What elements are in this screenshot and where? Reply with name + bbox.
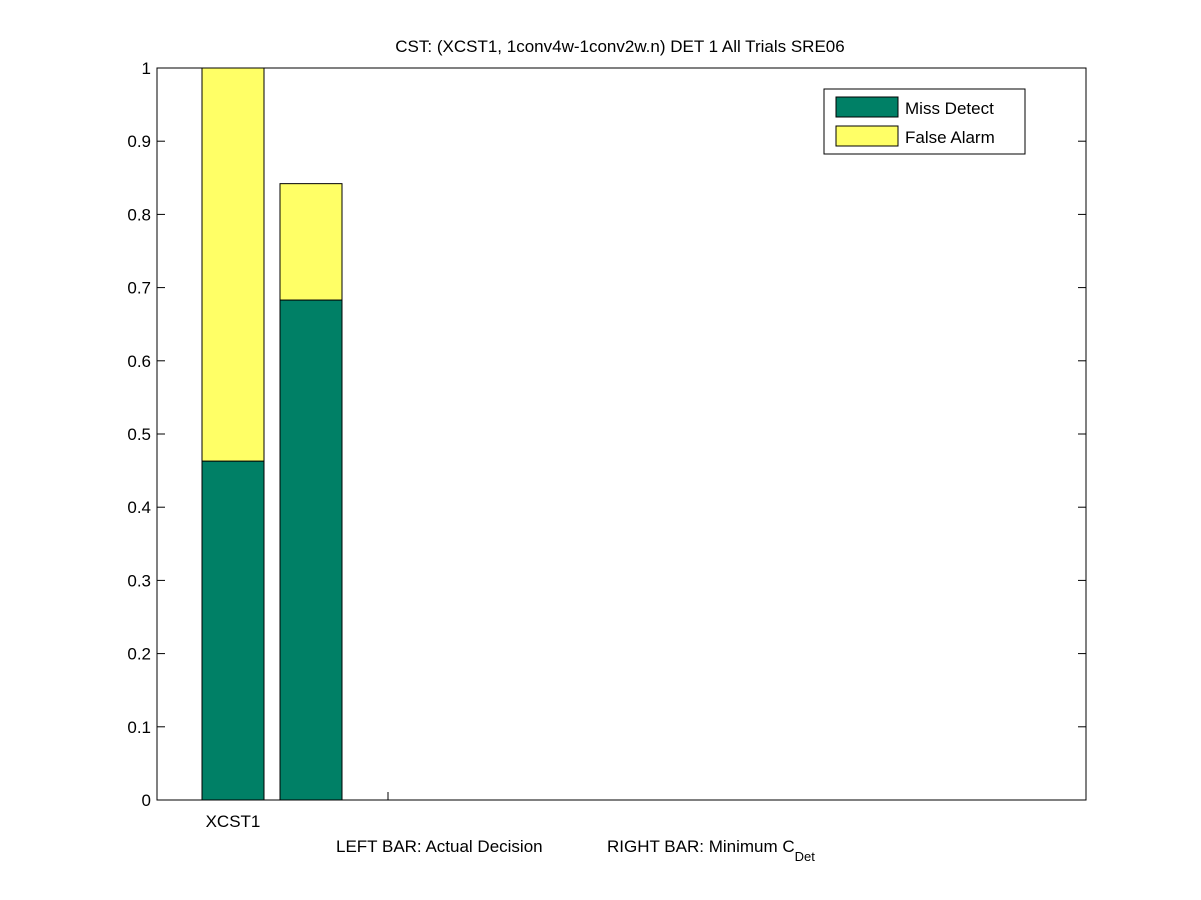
- y-tick-label: 0.2: [127, 645, 151, 664]
- bar-0-false-alarm: [201, 67, 265, 462]
- x-axis-label-right-subscript: Det: [795, 849, 816, 864]
- legend-swatch-false-alarm: [835, 125, 899, 147]
- y-tick-label: 0: [142, 791, 151, 810]
- y-tick-label: 0.8: [127, 205, 151, 224]
- y-tick-label: 0.5: [127, 425, 151, 444]
- bar-1-miss-detect: [279, 299, 343, 801]
- legend-label-false-alarm: False Alarm: [905, 128, 995, 147]
- y-tick-label: 0.7: [127, 279, 151, 298]
- x-axis-label-right: RIGHT BAR: Minimum CDet: [607, 837, 815, 864]
- y-axis: 0 0.1 0.2 0.3 0.4 0.5 0.6 0.7 0.8 0.9 1: [127, 59, 1086, 810]
- y-tick-label: 1: [142, 59, 151, 78]
- chart-title: CST: (XCST1, 1conv4w-1conv2w.n) DET 1 Al…: [395, 37, 844, 56]
- bar-1-false-alarm: [279, 183, 343, 301]
- bar-0-miss-detect: [201, 460, 265, 801]
- y-tick-label: 0.3: [127, 571, 151, 590]
- bars-layer: [201, 67, 343, 801]
- legend: Miss Detect False Alarm: [823, 88, 1026, 155]
- legend-swatch-miss-detect: [835, 96, 899, 118]
- y-tick-label: 0.9: [127, 132, 151, 151]
- y-tick-label: 0.4: [127, 498, 151, 517]
- y-tick-label: 0.1: [127, 718, 151, 737]
- y-tick-label: 0.6: [127, 352, 151, 371]
- x-axis-label-left: LEFT BAR: Actual Decision: [336, 837, 543, 856]
- x-axis-label-right-main: RIGHT BAR: Minimum C: [607, 837, 795, 856]
- legend-label-miss-detect: Miss Detect: [905, 99, 994, 118]
- x-tick-label-xcst1: XCST1: [206, 812, 261, 831]
